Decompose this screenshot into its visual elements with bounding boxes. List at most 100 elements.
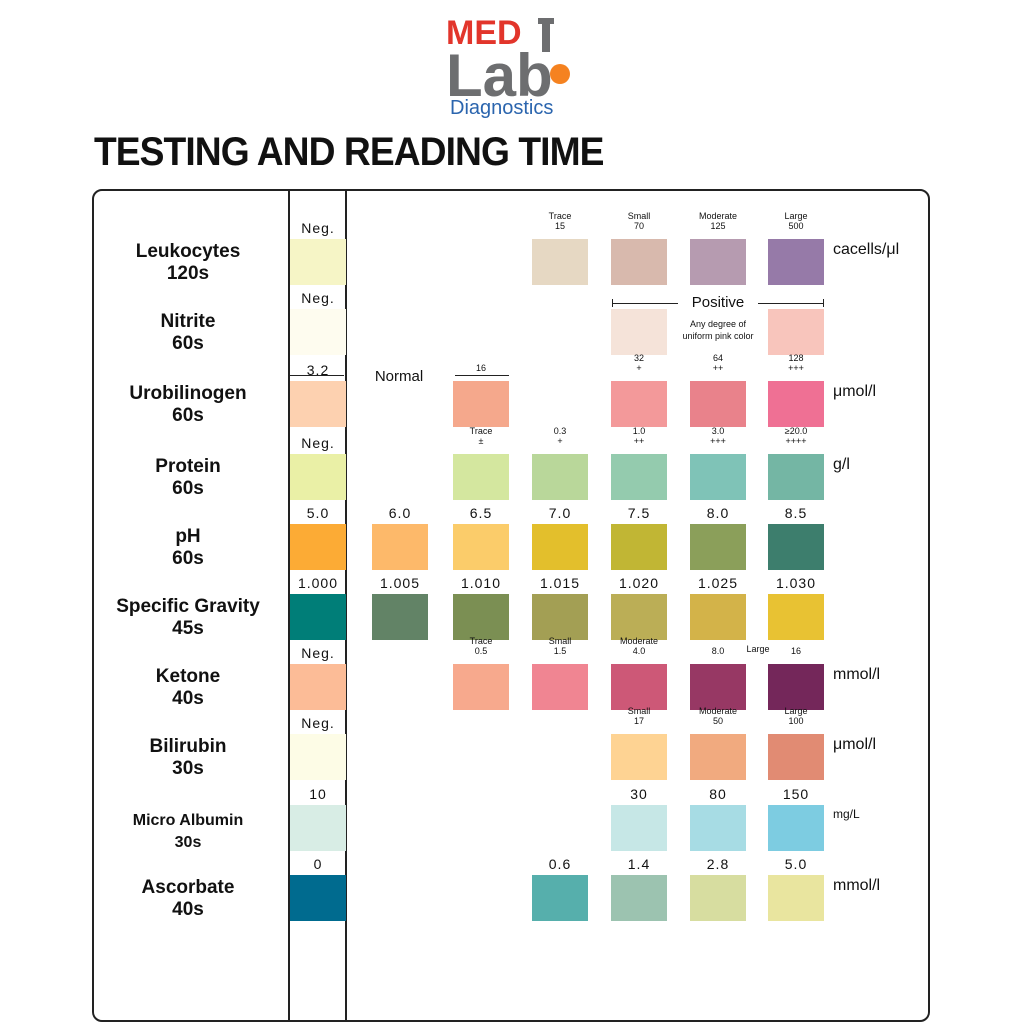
swatch-label: 7.0 <box>548 505 572 521</box>
color-swatch <box>768 309 824 355</box>
swatch-label: 3.2 <box>306 362 330 378</box>
color-swatch <box>690 381 746 427</box>
swatch-label: 8.0 <box>706 505 730 521</box>
swatch-label: 6.0 <box>388 505 412 521</box>
swatch-label: 32 + <box>633 353 644 373</box>
swatch-label: 10 <box>309 786 327 802</box>
swatch-label: 1.020 <box>618 575 660 591</box>
swatch-label: 1.4 <box>627 856 651 872</box>
swatch-label: 16 <box>790 646 801 656</box>
swatch-label: 0 <box>313 856 323 872</box>
reading-time: 60s <box>172 333 204 354</box>
swatch-label: Trace 0.5 <box>469 636 493 656</box>
logo-lab-text: Lab <box>446 42 553 109</box>
color-swatch <box>290 664 346 710</box>
row-label-ketone: Ketone 40s <box>96 666 280 710</box>
color-swatch <box>290 381 346 427</box>
row-label-leukocytes: Leukocytes 120s <box>96 241 280 285</box>
color-swatch <box>453 381 509 427</box>
logo-med-text: MED <box>446 14 522 52</box>
test-name: Urobilinogen <box>129 383 247 404</box>
positive-label: Positive <box>678 294 758 311</box>
unit-label: mg/L <box>833 807 860 821</box>
test-name: Ketone <box>155 666 221 687</box>
range-tick <box>823 299 824 307</box>
test-name: Specific Gravity <box>116 596 260 617</box>
color-swatch <box>532 524 588 570</box>
reading-time: 30s <box>174 834 202 851</box>
swatch-label: ≥20.0 ++++ <box>784 426 808 446</box>
color-swatch <box>690 594 746 640</box>
color-swatch <box>453 664 509 710</box>
swatch-label: 5.0 <box>306 505 330 521</box>
swatch-label: Small 17 <box>627 706 651 726</box>
color-swatch <box>290 875 346 921</box>
color-swatch <box>372 524 428 570</box>
row-label-protein: Protein 60s <box>96 456 280 500</box>
color-swatch <box>290 454 346 500</box>
normal-range-line <box>290 375 344 376</box>
color-swatch <box>453 524 509 570</box>
swatch-label: 8.5 <box>784 505 808 521</box>
swatch-label: Large 500 <box>784 211 808 231</box>
color-swatch <box>611 381 667 427</box>
swatch-label: Moderate 4.0 <box>619 636 659 656</box>
color-swatch <box>690 454 746 500</box>
normal-range-line <box>455 375 509 376</box>
swatch-label: Neg. <box>301 435 335 451</box>
color-swatch <box>290 239 346 285</box>
color-swatch <box>453 594 509 640</box>
color-swatch <box>768 664 824 710</box>
color-swatch <box>532 454 588 500</box>
color-swatch <box>611 734 667 780</box>
reading-time: 40s <box>172 899 204 920</box>
swatch-label: 1.030 <box>775 575 817 591</box>
color-swatch <box>690 524 746 570</box>
reading-time: 40s <box>172 688 204 709</box>
swatch-label: Neg. <box>301 645 335 661</box>
swatch-label: 5.0 <box>784 856 808 872</box>
color-swatch <box>611 875 667 921</box>
swatch-label: 1.0 ++ <box>632 426 646 446</box>
row-label-specific-gravity: Specific Gravity 45s <box>96 596 280 640</box>
normal-label: Normal <box>374 368 424 385</box>
range-tick <box>612 299 613 307</box>
color-swatch <box>768 805 824 851</box>
test-name: Protein <box>155 456 221 477</box>
row-label-urobilinogen: Urobilinogen 60s <box>96 383 280 427</box>
swatch-label: 150 <box>782 786 810 802</box>
color-swatch <box>611 454 667 500</box>
row-label-micro-albumin: Micro Albumin 30s <box>96 810 280 854</box>
swatch-label: 8.0 <box>711 646 725 656</box>
row-label-bilirubin: Bilirubin 30s <box>96 736 280 780</box>
test-name: Nitrite <box>160 311 216 332</box>
swatch-label: 128 +++ <box>788 353 804 373</box>
unit-label: μmol/l <box>833 383 876 400</box>
swatch-label: 0.6 <box>548 856 572 872</box>
color-swatch <box>290 524 346 570</box>
swatch-label: Trace ± <box>469 426 493 446</box>
swatch-label: 16 <box>475 363 486 373</box>
swatch-label: Neg. <box>301 220 335 236</box>
row-label-ascorbate: Ascorbate 40s <box>96 877 280 921</box>
color-swatch <box>372 594 428 640</box>
swatch-label: 1.005 <box>379 575 421 591</box>
negative-reference-column <box>288 190 347 1021</box>
row-label-ph: pH 60s <box>96 526 280 570</box>
color-swatch <box>611 239 667 285</box>
unit-label: μmol/l <box>833 736 876 753</box>
color-swatch <box>690 875 746 921</box>
color-swatch <box>532 594 588 640</box>
swatch-label: 80 <box>709 786 727 802</box>
logo-diagnostics-text: Diagnostics <box>450 97 553 119</box>
reading-time: 60s <box>172 548 204 569</box>
row-label-nitrite: Nitrite 60s <box>96 311 280 355</box>
color-swatch <box>768 524 824 570</box>
swatch-label: 0.3 + <box>553 426 567 446</box>
color-swatch <box>768 875 824 921</box>
test-name: Micro Albumin <box>132 812 244 829</box>
reading-time: 30s <box>172 758 204 779</box>
swatch-label: 1.025 <box>697 575 739 591</box>
reading-time: 60s <box>172 478 204 499</box>
color-swatch <box>290 805 346 851</box>
